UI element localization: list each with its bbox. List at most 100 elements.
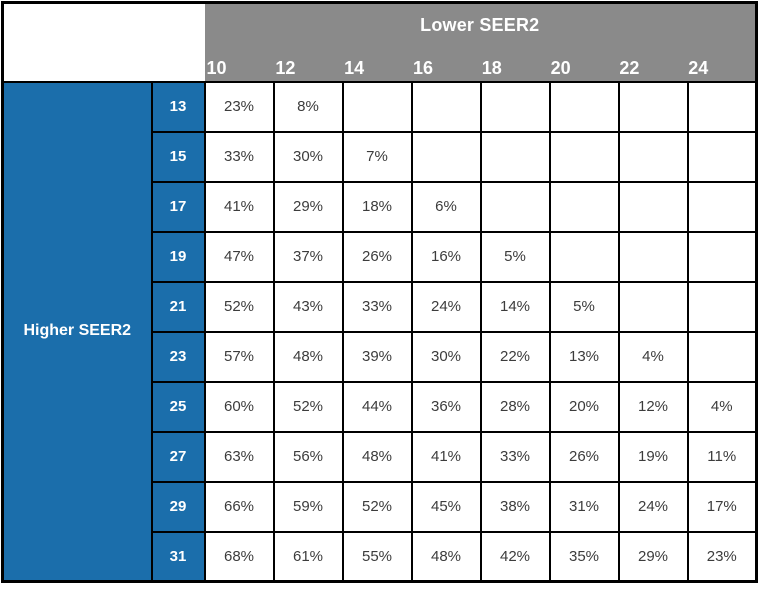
data-cell: 29% xyxy=(272,180,344,233)
col-header-10: 10 xyxy=(206,58,227,78)
data-cell xyxy=(686,180,758,233)
data-cell: 52% xyxy=(341,480,413,533)
data-cell: 59% xyxy=(272,480,344,533)
data-cell: 68% xyxy=(203,530,275,583)
table-row: 15 33% 30% 7% xyxy=(3,130,758,183)
row-header-27: 27 xyxy=(150,430,206,483)
data-cell: 33% xyxy=(203,130,275,183)
col-header-22: 22 xyxy=(619,58,640,78)
data-cell: 35% xyxy=(548,530,620,583)
data-cell xyxy=(617,180,689,233)
table-row: 19 47% 37% 26% 16% 5% xyxy=(3,230,758,283)
data-cell: 33% xyxy=(341,280,413,333)
data-cell: 66% xyxy=(203,480,275,533)
data-cell: 24% xyxy=(410,280,482,333)
data-cell: 20% xyxy=(548,380,620,433)
data-cell: 7% xyxy=(341,130,413,183)
col-header-20: 20 xyxy=(550,58,571,78)
table-row: 23 57% 48% 39% 30% 22% 13% 4% xyxy=(3,330,758,383)
data-cell: 56% xyxy=(272,430,344,483)
data-cell: 42% xyxy=(479,530,551,583)
data-cell: 19% xyxy=(617,430,689,483)
row-header-29: 29 xyxy=(150,480,206,533)
data-cell: 8% xyxy=(272,80,344,133)
data-cell: 52% xyxy=(272,380,344,433)
row-header-21: 21 xyxy=(150,280,206,333)
data-cell: 61% xyxy=(272,530,344,583)
data-cell: 23% xyxy=(686,530,758,583)
data-cell: 11% xyxy=(686,430,758,483)
data-cell: 36% xyxy=(410,380,482,433)
data-cell xyxy=(548,80,620,133)
row-header-23: 23 xyxy=(150,330,206,383)
col-header-16: 16 xyxy=(412,58,433,78)
data-cell: 63% xyxy=(203,430,275,483)
col-headers-row: 10 12 14 16 18 20 22 24 xyxy=(205,58,756,79)
data-cell xyxy=(617,80,689,133)
table-row: 27 63% 56% 48% 41% 33% 26% 19% 11% xyxy=(3,430,758,483)
col-header-14: 14 xyxy=(344,58,365,78)
data-cell: 47% xyxy=(203,230,275,283)
data-cell xyxy=(686,130,758,183)
data-cell xyxy=(617,280,689,333)
data-cell: 6% xyxy=(410,180,482,233)
data-cell xyxy=(686,80,758,133)
data-cell: 4% xyxy=(686,380,758,433)
col-header-24: 24 xyxy=(688,58,709,78)
row-header-15: 15 xyxy=(150,130,206,183)
data-cell xyxy=(410,130,482,183)
data-cell: 5% xyxy=(548,280,620,333)
table-row: 29 66% 59% 52% 45% 38% 31% 24% 17% xyxy=(3,480,758,533)
data-cell: 48% xyxy=(272,330,344,383)
row-header-19: 19 xyxy=(150,230,206,283)
data-cell: 22% xyxy=(479,330,551,383)
data-cell xyxy=(341,80,413,133)
data-cell: 17% xyxy=(686,480,758,533)
data-cell: 13% xyxy=(548,330,620,383)
data-cell: 31% xyxy=(548,480,620,533)
data-cell: 39% xyxy=(341,330,413,383)
data-cell: 30% xyxy=(410,330,482,383)
data-cell: 14% xyxy=(479,280,551,333)
data-cell xyxy=(479,80,551,133)
table-body: Higher SEER2 13 23% 8% 15 33% 30% 7% 17 41% 29% 18%… xyxy=(1,80,758,583)
table-row: Higher SEER2 13 23% 8% xyxy=(1,80,758,583)
table-row: 21 52% 43% 33% 24% 14% 5% xyxy=(3,280,758,333)
data-cell: 52% xyxy=(203,280,275,333)
data-cell: 37% xyxy=(272,230,344,283)
data-cell: 57% xyxy=(203,330,275,383)
data-cell: 41% xyxy=(203,180,275,233)
data-cell xyxy=(686,230,758,283)
data-cell xyxy=(410,80,482,133)
data-cell: 55% xyxy=(341,530,413,583)
col-header-12: 12 xyxy=(275,58,296,78)
row-header-25: 25 xyxy=(150,380,206,433)
table-header: Lower SEER2 10 12 14 16 18 20 22 24 xyxy=(1,1,758,83)
data-cell: 5% xyxy=(479,230,551,283)
data-cell: 60% xyxy=(203,380,275,433)
data-cell xyxy=(548,130,620,183)
data-cell xyxy=(686,330,758,383)
data-cell: 26% xyxy=(341,230,413,283)
seer-comparison-table: Lower SEER2 10 12 14 16 18 20 22 24 Higher SEER… xyxy=(1,1,758,583)
data-cell xyxy=(479,130,551,183)
corner-cell xyxy=(1,1,205,83)
data-cell: 41% xyxy=(410,430,482,483)
data-cell: 48% xyxy=(341,430,413,483)
data-cell: 43% xyxy=(272,280,344,333)
row-group-label: Higher SEER2 xyxy=(1,80,153,583)
row-header-31: 31 xyxy=(150,530,206,583)
col-group-label: Lower SEER2 xyxy=(420,15,540,35)
data-cell: 30% xyxy=(272,130,344,183)
table-row: 25 60% 52% 44% 36% 28% 20% 12% 4% xyxy=(3,380,758,433)
data-cell xyxy=(617,130,689,183)
data-cell: 16% xyxy=(410,230,482,283)
row-header-17: 17 xyxy=(150,180,206,233)
data-cell: 28% xyxy=(479,380,551,433)
table-row: 31 68% 61% 55% 48% 42% 35% 29% 23% xyxy=(3,530,758,583)
data-cell: 38% xyxy=(479,480,551,533)
data-cell: 24% xyxy=(617,480,689,533)
data-cell xyxy=(617,230,689,283)
data-cell xyxy=(686,280,758,333)
col-group-header: Lower SEER2 10 12 14 16 18 20 22 24 xyxy=(204,1,758,83)
